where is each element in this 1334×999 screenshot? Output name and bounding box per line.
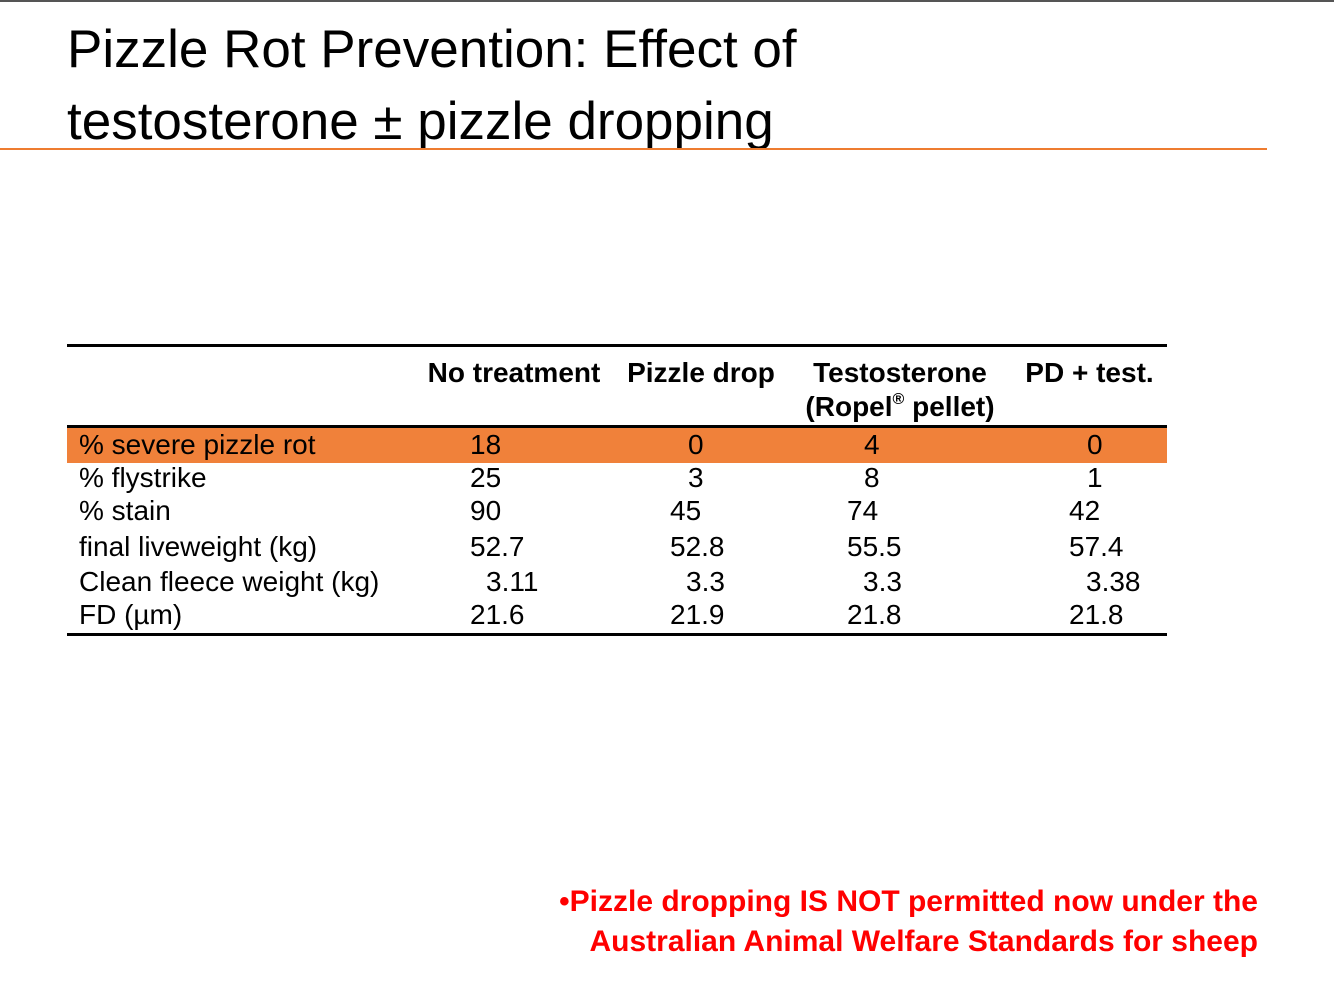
cell-pd-test: 3.38: [1086, 566, 1141, 597]
col-header-testosterone-line1: Testosterone: [813, 357, 987, 388]
title-underline: [0, 148, 1267, 150]
cell-no-treatment: 3.11: [486, 566, 539, 597]
cell-pd-test: 1: [1087, 462, 1103, 493]
results-table: No treatment Pizzle drop Testosterone (R…: [67, 344, 1167, 636]
col-header-pd-test: PD + test.: [1025, 357, 1154, 388]
cell-no-treatment: 52.7: [470, 531, 525, 562]
cell-no-treatment: 25: [470, 462, 502, 493]
row-label: % severe pizzle rot: [79, 429, 316, 460]
table-bottom-rule: [67, 633, 1167, 636]
col-header-testosterone-line2: (Ropel® pellet): [795, 390, 1005, 424]
cell-testosterone: 21.8: [847, 599, 902, 630]
title-line-1: Pizzle Rot Prevention: Effect of: [67, 20, 797, 79]
cell-pizzle-drop: 52.8: [670, 531, 725, 562]
cell-pd-test: 57.4: [1069, 531, 1124, 562]
cell-pizzle-drop: 45: [670, 495, 702, 526]
cell-testosterone: 8: [864, 462, 880, 493]
welfare-note: •Pizzle dropping IS NOT permitted now un…: [358, 882, 1258, 962]
slide-title: Pizzle Rot Prevention: Effect of testost…: [67, 14, 1167, 158]
row-label: % flystrike: [79, 462, 207, 493]
row-label: final liveweight (kg): [79, 531, 318, 562]
cell-pd-test: 0: [1087, 429, 1103, 460]
col-header-pizzle-drop: Pizzle drop: [627, 357, 775, 388]
pellet-text: pellet): [904, 391, 995, 422]
table-row: % flystrike 25 3 8 1: [67, 461, 1167, 495]
row-label: FD (µm): [79, 599, 183, 630]
top-border: [0, 0, 1334, 2]
cell-pd-test: 42: [1069, 495, 1101, 526]
title-line-2: testosterone ± pizzle dropping: [67, 92, 774, 151]
table-row: final liveweight (kg) 52.7 52.8 55.5 57.…: [67, 530, 1167, 564]
col-header-no-treatment: No treatment: [427, 357, 601, 388]
table-header-rule: [67, 425, 1167, 428]
cell-testosterone: 4: [864, 429, 880, 460]
table-top-rule: [67, 344, 1167, 347]
cell-testosterone: 55.5: [847, 531, 902, 562]
cell-no-treatment: 21.6: [470, 599, 525, 630]
cell-pizzle-drop: 21.9: [670, 599, 725, 630]
table-row: FD (µm) 21.6 21.9 21.8 21.8: [67, 598, 1167, 632]
row-label: % stain: [79, 495, 171, 526]
highlighted-row-background: [67, 428, 1167, 463]
cell-pizzle-drop: 3: [688, 462, 704, 493]
cell-testosterone: 3.3: [863, 566, 902, 597]
welfare-note-line1: •Pizzle dropping IS NOT permitted now un…: [559, 885, 1258, 918]
cell-no-treatment: 18: [470, 429, 502, 460]
row-label: Clean fleece weight (kg): [79, 566, 380, 597]
table-row: % severe pizzle rot 18 0 4 0: [67, 428, 1167, 462]
cell-pizzle-drop: 3.3: [686, 566, 725, 597]
table-row: % stain 90 45 74 42: [67, 494, 1167, 528]
welfare-note-line2: Australian Animal Welfare Standards for …: [589, 925, 1258, 958]
cell-pd-test: 21.8: [1069, 599, 1124, 630]
ropel-text: (Ropel: [805, 391, 893, 422]
cell-testosterone: 74: [847, 495, 879, 526]
col-header-testosterone: Testosterone (Ropel® pellet): [795, 356, 1005, 424]
registered-mark: ®: [892, 391, 905, 408]
cell-pizzle-drop: 0: [688, 429, 704, 460]
table-row: Clean fleece weight (kg) 3.11 3.3 3.3 3.…: [67, 565, 1167, 599]
cell-no-treatment: 90: [470, 495, 502, 526]
